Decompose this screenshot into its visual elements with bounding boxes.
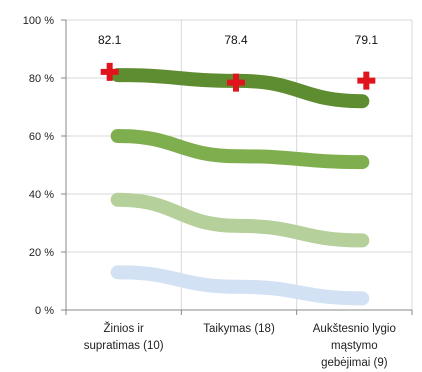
y-tick-label-60: 60 %: [29, 131, 54, 143]
marker-cross-1: [100, 62, 119, 81]
category-label-1-line-2: supratimas (10): [84, 340, 164, 352]
data-label-1: 82.1: [98, 33, 122, 47]
series-line-4: [110, 68, 370, 109]
category-label-3-line-2: mąstymo: [331, 340, 378, 352]
series-line-1: [110, 265, 370, 306]
series-line-3: [110, 129, 370, 170]
category-label-2-line-1: Taikymas (18): [203, 323, 275, 335]
category-label-1-line-1: Žinios ir: [104, 322, 144, 335]
data-label-2: 78.4: [224, 33, 248, 47]
data-labels: 82.1 78.4 79.1: [98, 33, 378, 47]
marker-cross-2: [227, 73, 245, 92]
axes: [61, 19, 413, 315]
category-label-3-line-1: Aukštesnio lygio: [313, 323, 396, 335]
y-tick-label-40: 40 %: [29, 189, 54, 201]
category-label-3-line-3: gebėjimai (9): [321, 357, 388, 369]
y-axis-tick-labels: 0 % 20 % 40 % 60 % 80 % 100 %: [23, 15, 54, 317]
series-line-2: [110, 192, 370, 248]
y-tick-label-80: 80 %: [29, 73, 54, 85]
y-tick-label-20: 20 %: [29, 247, 54, 259]
y-tick-label-0: 0 %: [35, 305, 54, 317]
series-lines: [110, 68, 370, 306]
y-tick-label-100: 100 %: [23, 15, 54, 27]
category-labels: Žinios ir supratimas (10) Taikymas (18) Auk…: [84, 322, 396, 369]
marker-cross-3: [357, 71, 376, 90]
data-label-3: 79.1: [355, 33, 379, 47]
markers: [100, 62, 376, 92]
